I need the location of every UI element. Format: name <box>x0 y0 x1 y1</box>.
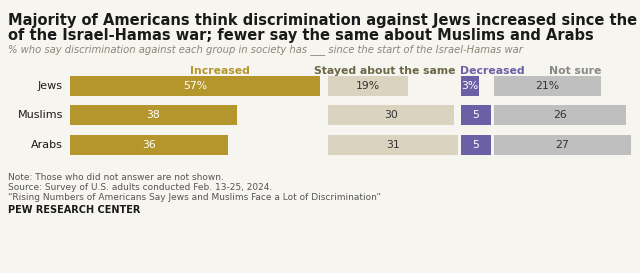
Text: Stayed about the same: Stayed about the same <box>314 66 456 76</box>
Text: 26: 26 <box>553 110 567 120</box>
Text: 5: 5 <box>472 110 479 120</box>
Text: 30: 30 <box>384 110 398 120</box>
Text: 3%: 3% <box>461 81 479 91</box>
Text: 38: 38 <box>147 110 160 120</box>
Text: 27: 27 <box>556 140 570 150</box>
Bar <box>461 135 491 155</box>
Text: Arabs: Arabs <box>31 140 63 150</box>
Bar <box>461 105 491 125</box>
Text: 5: 5 <box>472 140 479 150</box>
Text: 31: 31 <box>386 140 400 150</box>
Bar <box>461 76 479 96</box>
Text: 57%: 57% <box>183 81 207 91</box>
Text: PEW RESEARCH CENTER: PEW RESEARCH CENTER <box>8 205 140 215</box>
Bar <box>70 135 228 155</box>
Bar <box>70 105 237 125</box>
Text: % who say discrimination against each group in society has ___ since the start o: % who say discrimination against each gr… <box>8 44 523 55</box>
Text: Decreased: Decreased <box>460 66 524 76</box>
Bar <box>70 76 320 96</box>
Text: Not sure: Not sure <box>549 66 601 76</box>
Text: Jews: Jews <box>38 81 63 91</box>
Text: “Rising Numbers of Americans Say Jews and Muslims Face a Lot of Discrimination”: “Rising Numbers of Americans Say Jews an… <box>8 193 381 202</box>
Bar <box>328 76 408 96</box>
Bar <box>328 105 454 125</box>
Text: Source: Survey of U.S. adults conducted Feb. 13-25, 2024.: Source: Survey of U.S. adults conducted … <box>8 183 272 192</box>
Bar <box>494 135 631 155</box>
Text: Muslims: Muslims <box>18 110 63 120</box>
Text: 21%: 21% <box>535 81 559 91</box>
Text: Note: Those who did not answer are not shown.: Note: Those who did not answer are not s… <box>8 173 224 182</box>
Text: 36: 36 <box>142 140 156 150</box>
Text: Increased: Increased <box>190 66 250 76</box>
Bar <box>494 76 600 96</box>
Text: Majority of Americans think discrimination against Jews increased since the star: Majority of Americans think discriminati… <box>8 13 640 28</box>
Bar <box>328 135 458 155</box>
Text: 19%: 19% <box>356 81 380 91</box>
Bar <box>494 105 626 125</box>
Text: of the Israel-Hamas war; fewer say the same about Muslims and Arabs: of the Israel-Hamas war; fewer say the s… <box>8 28 594 43</box>
